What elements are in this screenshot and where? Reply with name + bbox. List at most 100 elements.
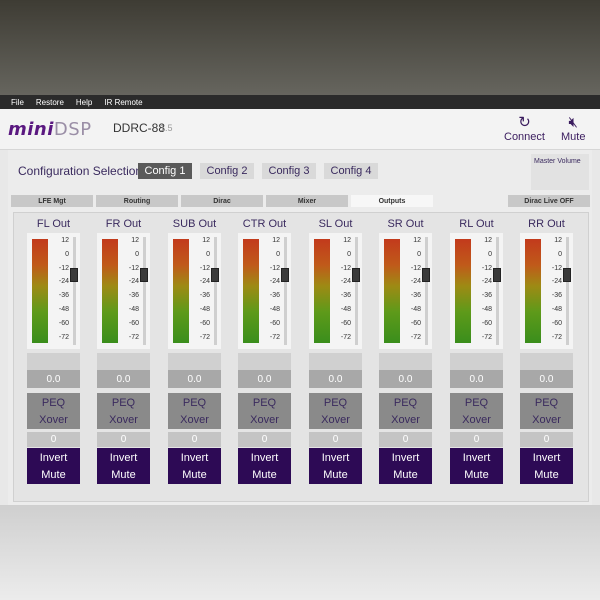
tab-dirac[interactable]: Dirac	[181, 195, 263, 207]
menu-help[interactable]: Help	[75, 97, 93, 107]
channel-label-field[interactable]	[168, 353, 221, 370]
channel-label-field[interactable]	[309, 353, 362, 370]
delay-value-field[interactable]: 0	[27, 432, 80, 447]
level-meter	[314, 239, 330, 343]
gain-slider-track[interactable]	[355, 237, 358, 345]
mute-button[interactable]: Mute	[464, 468, 489, 481]
gain-slider-handle[interactable]	[281, 268, 289, 282]
level-meter-box: 12 0 -12 -24 -36 -48 -60 -72	[450, 233, 503, 349]
config-3-button[interactable]: Config 3	[262, 163, 316, 179]
mute-button[interactable]: Mute	[393, 468, 418, 481]
xover-button[interactable]: Xover	[39, 413, 68, 426]
peq-button[interactable]: PEQ	[323, 396, 348, 409]
level-meter	[384, 239, 400, 343]
invert-button[interactable]: Invert	[462, 451, 491, 464]
xover-button[interactable]: Xover	[180, 413, 209, 426]
mute-button[interactable]: Mute	[323, 468, 348, 481]
peq-button[interactable]: PEQ	[41, 396, 66, 409]
gain-value-field[interactable]: 0.0	[309, 370, 362, 388]
channel-label-field[interactable]	[97, 353, 150, 370]
gain-slider-handle[interactable]	[563, 268, 571, 282]
invert-button[interactable]: Invert	[532, 451, 561, 464]
invert-button[interactable]: Invert	[321, 451, 350, 464]
xover-button[interactable]: Xover	[109, 413, 138, 426]
mute-button[interactable]: Mute	[111, 468, 136, 481]
xover-button[interactable]: Xover	[321, 413, 350, 426]
gain-value-field[interactable]: 0.0	[520, 370, 573, 388]
gain-slider-track[interactable]	[496, 237, 499, 345]
connect-button[interactable]: ↻ Connect	[504, 114, 545, 144]
gain-slider-handle[interactable]	[140, 268, 148, 282]
mute-button[interactable]: Mute	[41, 468, 66, 481]
gain-value-field[interactable]: 0.0	[238, 370, 291, 388]
invert-button[interactable]: Invert	[109, 451, 138, 464]
delay-value-field[interactable]: 0	[379, 432, 432, 447]
channel-label-field[interactable]	[450, 353, 503, 370]
gain-slider-handle[interactable]	[211, 268, 219, 282]
tab-mixer[interactable]: Mixer	[266, 195, 348, 207]
gain-slider-track[interactable]	[214, 237, 217, 345]
dirac-live-toggle[interactable]: Dirac Live OFF	[508, 195, 590, 207]
meter-tick-label: -72	[410, 333, 421, 341]
mute-button[interactable]: Mute	[534, 468, 559, 481]
tab-lfe-mgt[interactable]: LFE Mgt	[11, 195, 93, 207]
invert-button[interactable]: Invert	[39, 451, 68, 464]
xover-button[interactable]: Xover	[250, 413, 279, 426]
delay-value-field[interactable]: 0	[309, 432, 362, 447]
invert-button[interactable]: Invert	[250, 451, 279, 464]
delay-value-field[interactable]: 0	[238, 432, 291, 447]
channel-label-field[interactable]	[520, 353, 573, 370]
delay-value-field[interactable]: 0	[520, 432, 573, 447]
channel-label-field[interactable]	[379, 353, 432, 370]
gain-value-field[interactable]: 0.0	[168, 370, 221, 388]
config-selection-label: Configuration Selection:	[18, 164, 146, 178]
peq-button[interactable]: PEQ	[464, 396, 489, 409]
xover-button[interactable]: Xover	[462, 413, 491, 426]
gain-slider-track[interactable]	[143, 237, 146, 345]
mute-button[interactable]: Mute	[252, 468, 277, 481]
menu-ir-remote[interactable]: IR Remote	[104, 97, 143, 107]
peq-button[interactable]: PEQ	[534, 396, 559, 409]
invert-button[interactable]: Invert	[391, 451, 420, 464]
gain-slider-track[interactable]	[284, 237, 287, 345]
gain-value-field[interactable]: 0.0	[450, 370, 503, 388]
config-2-button[interactable]: Config 2	[200, 163, 254, 179]
xover-button[interactable]: Xover	[391, 413, 420, 426]
invert-button[interactable]: Invert	[180, 451, 209, 464]
config-4-button[interactable]: Config 4	[324, 163, 378, 179]
gain-value-field[interactable]: 0.0	[97, 370, 150, 388]
master-volume[interactable]: Master Volume	[531, 154, 589, 190]
gain-value-field[interactable]: 0.0	[379, 370, 432, 388]
peq-button[interactable]: PEQ	[252, 396, 277, 409]
gain-slider-handle[interactable]	[422, 268, 430, 282]
tab-routing[interactable]: Routing	[96, 195, 178, 207]
delay-value-field[interactable]: 0	[168, 432, 221, 447]
mute-all-button[interactable]: 🔇︎ Mute	[561, 114, 586, 144]
delay-value-field[interactable]: 0	[97, 432, 150, 447]
mute-button[interactable]: Mute	[182, 468, 207, 481]
peq-xover-block: PEQ Xover	[97, 393, 150, 429]
channel-label-field[interactable]	[238, 353, 291, 370]
peq-button[interactable]: PEQ	[182, 396, 207, 409]
menu-file[interactable]: File	[11, 97, 24, 107]
meter-tick-label: -60	[551, 319, 562, 327]
gain-slider-handle[interactable]	[70, 268, 78, 282]
meter-tick-label: -60	[481, 319, 492, 327]
channel-strip-sr-out: SR Out 12 0 -12 -24 -36 -48 -60 -72 0.0 PEQ Xov…	[379, 218, 432, 484]
gain-slider-handle[interactable]	[493, 268, 501, 282]
tab-outputs[interactable]: Outputs	[351, 195, 433, 207]
xover-button[interactable]: Xover	[532, 413, 561, 426]
menu-restore[interactable]: Restore	[35, 97, 64, 107]
gain-value-field[interactable]: 0.0	[27, 370, 80, 388]
peq-button[interactable]: PEQ	[393, 396, 418, 409]
gain-slider-track[interactable]	[425, 237, 428, 345]
channel-strip-fr-out: FR Out 12 0 -12 -24 -36 -48 -60 -72 0.0 PEQ Xov…	[97, 218, 150, 484]
invert-mute-block: Invert Mute	[520, 448, 573, 484]
channel-label-field[interactable]	[27, 353, 80, 370]
config-1-button[interactable]: Config 1	[138, 163, 192, 179]
gain-slider-track[interactable]	[566, 237, 569, 345]
delay-value-field[interactable]: 0	[450, 432, 503, 447]
gain-slider-track[interactable]	[73, 237, 76, 345]
gain-slider-handle[interactable]	[352, 268, 360, 282]
peq-button[interactable]: PEQ	[111, 396, 136, 409]
